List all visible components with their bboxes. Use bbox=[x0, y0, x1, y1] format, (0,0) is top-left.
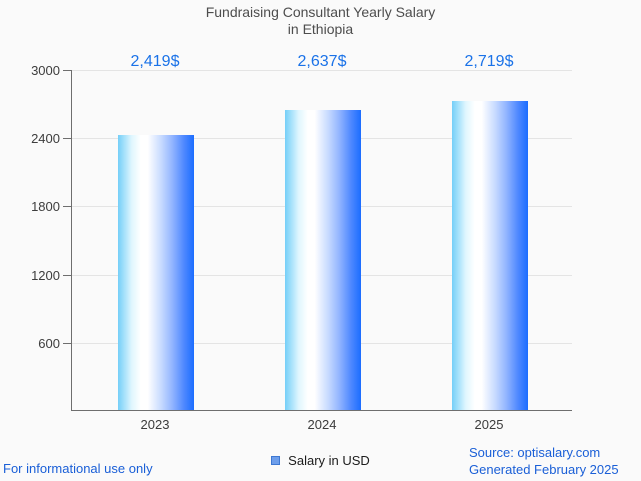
disclaimer-text: For informational use only bbox=[3, 461, 153, 476]
legend-swatch-icon bbox=[271, 455, 281, 465]
y-axis-label: 2400 bbox=[31, 131, 60, 146]
bar-value-label: 2,719$ bbox=[464, 53, 514, 70]
y-axis-label: 600 bbox=[38, 336, 60, 351]
y-axis-label: 1200 bbox=[31, 268, 60, 283]
chart-title: Fundraising Consultant Yearly Salary in … bbox=[0, 4, 641, 38]
y-axis-tick bbox=[63, 206, 71, 207]
bar-value-label: 2,419$ bbox=[130, 53, 180, 70]
bar-value-label: 2,637$ bbox=[297, 53, 347, 70]
x-axis-label: 2023 bbox=[140, 417, 170, 432]
generated-text: Generated February 2025 bbox=[469, 461, 619, 477]
legend: Salary in USD bbox=[0, 452, 641, 468]
plot-area bbox=[71, 70, 572, 411]
y-axis-tick bbox=[63, 343, 71, 344]
source-block: Source: optisalary.com Generated Februar… bbox=[469, 445, 619, 478]
gridline bbox=[71, 70, 572, 71]
chart-title-line2: in Ethiopia bbox=[287, 21, 354, 37]
y-axis-label: 3000 bbox=[31, 63, 60, 78]
x-axis-label: 2025 bbox=[474, 417, 504, 432]
y-axis-tick bbox=[63, 70, 71, 71]
bar-2023[interactable] bbox=[118, 135, 194, 410]
y-axis-tick bbox=[63, 138, 71, 139]
bar-2025[interactable] bbox=[452, 101, 528, 410]
y-axis-tick bbox=[63, 275, 71, 276]
x-axis-label: 2024 bbox=[307, 417, 337, 432]
chart-title-line1: Fundraising Consultant Yearly Salary bbox=[205, 4, 436, 20]
source-link[interactable]: Source: optisalary.com bbox=[469, 445, 601, 460]
legend-label: Salary in USD bbox=[288, 452, 370, 468]
bar-2024[interactable] bbox=[285, 110, 361, 410]
y-axis-label: 1800 bbox=[31, 199, 60, 214]
